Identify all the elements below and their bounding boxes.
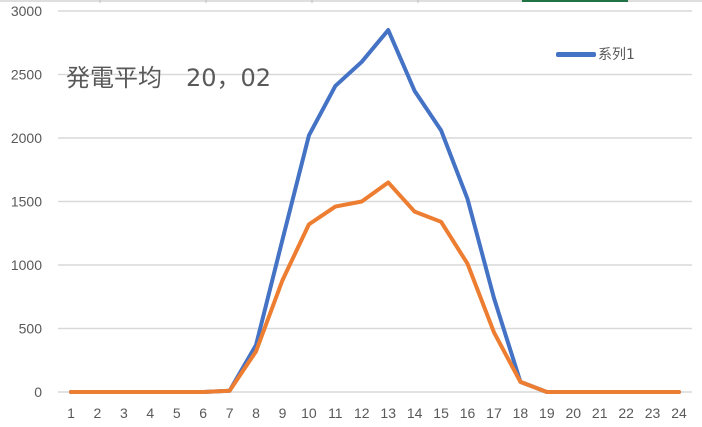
x-tick-label: 20 <box>565 405 581 421</box>
x-tick-label: 19 <box>539 405 555 421</box>
y-tick-label: 3000 <box>11 3 42 19</box>
x-tick-label: 11 <box>328 405 343 421</box>
y-tick-label: 2000 <box>11 130 42 146</box>
x-tick-label: 2 <box>94 405 102 421</box>
x-tick-label: 13 <box>380 405 396 421</box>
x-tick-label: 10 <box>301 405 317 421</box>
y-tick-label: 1000 <box>11 257 42 273</box>
x-tick-label: 1 <box>67 405 75 421</box>
chart-title[interactable]: 発電平均 20，02 <box>66 64 272 92</box>
x-tick-label: 24 <box>671 405 687 421</box>
x-tick-label: 17 <box>486 405 502 421</box>
x-tick-label: 6 <box>199 405 207 421</box>
x-tick-label: 21 <box>592 405 608 421</box>
x-tick-label: 7 <box>226 405 234 421</box>
y-tick-label: 500 <box>19 321 43 337</box>
x-tick-label: 3 <box>120 405 128 421</box>
y-tick-label: 1500 <box>11 194 42 210</box>
series-line-2 <box>69 180 681 394</box>
x-tick-label: 4 <box>146 405 154 421</box>
legend[interactable]: 系列1 <box>556 44 635 64</box>
x-tick-label: 22 <box>618 405 634 421</box>
sheet-selection <box>522 0 628 2</box>
x-tick-label: 8 <box>252 405 260 421</box>
x-tick-label: 23 <box>645 405 661 421</box>
x-tick-label: 18 <box>513 405 529 421</box>
legend-label: 系列1 <box>598 47 635 63</box>
legend-swatch <box>556 51 596 57</box>
x-tick-label: 15 <box>433 405 449 421</box>
x-tick-label: 9 <box>279 405 287 421</box>
x-tick-label: 14 <box>407 405 423 421</box>
y-tick-label: 2500 <box>11 67 42 83</box>
x-tick-label: 12 <box>354 405 370 421</box>
y-tick-label: 0 <box>34 384 42 400</box>
x-tick-label: 16 <box>460 405 476 421</box>
x-tick-label: 5 <box>173 405 181 421</box>
